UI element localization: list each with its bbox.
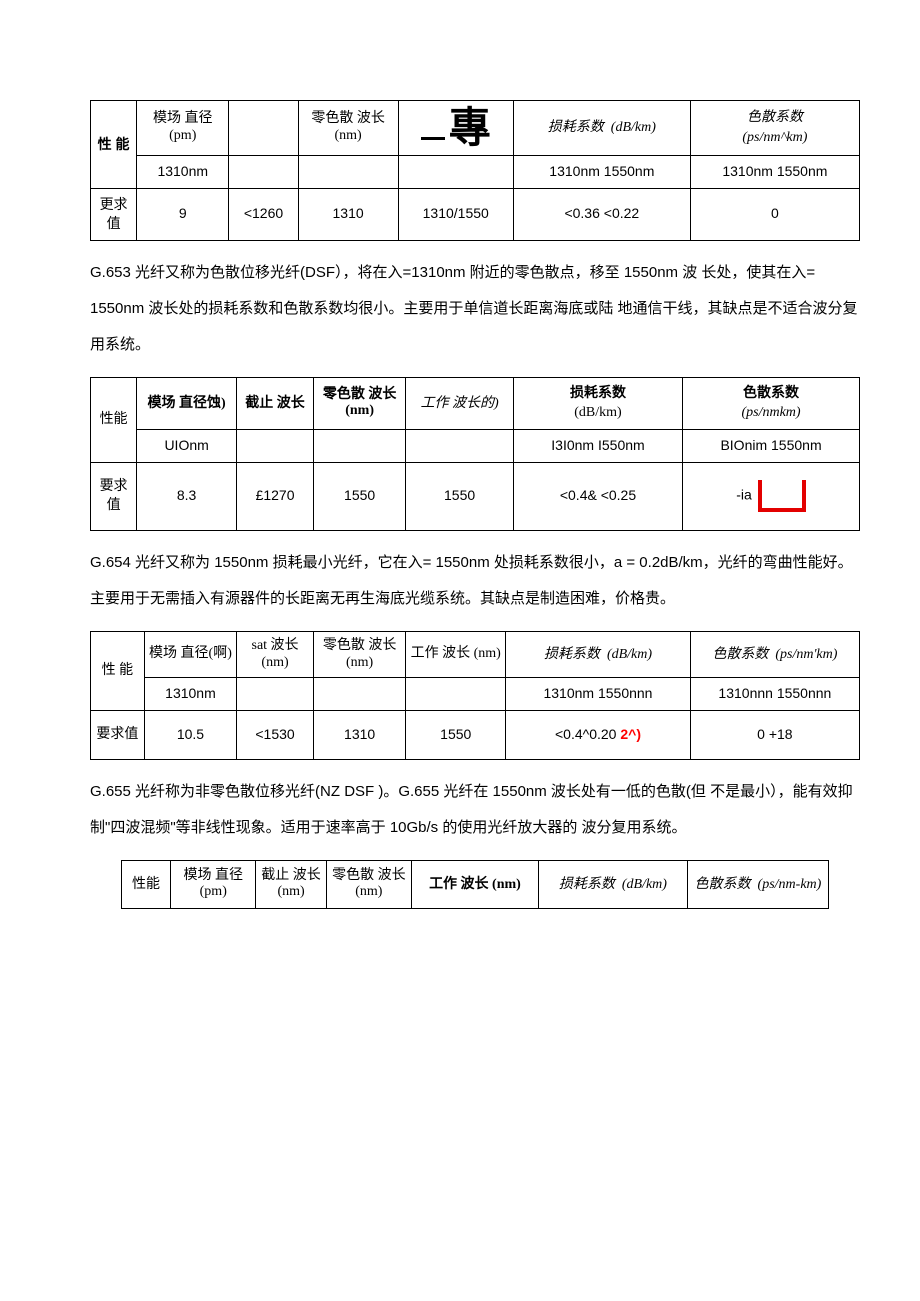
bar-icon	[421, 137, 445, 140]
t1-v-zero: 1310	[298, 188, 398, 240]
t3-mode-header: 模场 直径(啊)	[144, 631, 236, 678]
t1-v-cut: <1260	[229, 188, 298, 240]
t3-v-mode: 10.5	[144, 710, 236, 759]
t2-v-cut: £1270	[237, 462, 314, 530]
t2-work-header: 工作 波长的)	[406, 377, 514, 429]
t1-loss-header: 损耗系数 (dB/km)	[513, 101, 690, 156]
t1-sub-cut	[229, 156, 298, 189]
t4-loss-header: 损耗系数 (dB/km)	[539, 860, 688, 909]
t2-sub-zero	[313, 429, 405, 462]
t3-row-label: 要求值	[91, 710, 145, 759]
t3-cut-header: sat 波长 (nm)	[237, 631, 314, 678]
t2-perf-header: 性能	[91, 377, 137, 462]
t1-sub-zero	[298, 156, 398, 189]
t4-cut-header: 截止 波长 (nm)	[256, 860, 327, 909]
t1-v-loss: <0.36 <0.22	[513, 188, 690, 240]
t2-v-disp: -ia	[683, 462, 860, 530]
t4-perf-header: 性能	[121, 860, 171, 909]
t2-sub-disp: BIOnim 1550nm	[683, 429, 860, 462]
t2-mode-header: 模场 直径蚀)	[137, 377, 237, 429]
t1-sub-mode: 1310nm	[137, 156, 229, 189]
t2-sub-cut	[237, 429, 314, 462]
t1-cut-header	[229, 101, 298, 156]
t3-sub-zero	[313, 678, 405, 711]
t1-v-work: 1310/1550	[398, 188, 513, 240]
t1-v-disp: 0	[690, 188, 859, 240]
t2-cut-header: 截止 波长	[237, 377, 314, 429]
paragraph-g655: G.655 光纤称为非零色散位移光纤(NZ DSF )。G.655 光纤在 15…	[90, 774, 860, 846]
t3-perf-header: 性 能	[91, 631, 145, 710]
t3-disp-header: 色散系数 (ps/nm'km)	[690, 631, 859, 678]
t1-v-mode: 9	[137, 188, 229, 240]
t4-work-header: 工作 波长 (nm)	[411, 860, 538, 909]
table-g652: 性 能 模场 直径 (pm) 零色散 波长 (nm) 專 损耗系数 (dB/km…	[90, 100, 860, 241]
t4-disp-header: 色散系数 (ps/nm-km)	[687, 860, 829, 909]
table-g655: 性能 模场 直径 (pm) 截止 波长 (nm) 零色散 波长 (nm) 工作 …	[121, 860, 829, 910]
t1-zero-header: 零色散 波长 (nm)	[298, 101, 398, 156]
t3-sub-loss: 1310nm 1550nnn	[506, 678, 691, 711]
t2-v-mode: 8.3	[137, 462, 237, 530]
t2-disp-header: 色散系数(ps/nmkm)	[683, 377, 860, 429]
t1-sub-disp: 1310nm 1550nm	[690, 156, 859, 189]
t2-v-work: 1550	[406, 462, 514, 530]
t2-v-loss: <0.4& <0.25	[513, 462, 682, 530]
paragraph-g653: G.653 光纤又称为色散位移光纤(DSF），将在入=1310nm 附近的零色散…	[90, 255, 860, 363]
t2-v-zero: 1550	[313, 462, 405, 530]
t3-work-header: 工作 波长 (nm)	[406, 631, 506, 678]
t2-sub-work	[406, 429, 514, 462]
t1-glyph-cell: 專	[398, 101, 513, 156]
t3-zero-header: 零色散 波长 (nm)	[313, 631, 405, 678]
table-g653: 性能 模场 直径蚀) 截止 波长 零色散 波长 (nm) 工作 波长的) 损耗系…	[90, 377, 860, 531]
t1-row-label: 更求值	[91, 188, 137, 240]
t1-perf-header: 性 能	[91, 101, 137, 189]
t3-v-zero: 1310	[313, 710, 405, 759]
t1-mode-header: 模场 直径 (pm)	[137, 101, 229, 156]
t3-sub-disp: 1310nnn 1550nnn	[690, 678, 859, 711]
t3-sub-work	[406, 678, 506, 711]
t4-zero-header: 零色散 波长 (nm)	[326, 860, 411, 909]
t2-sub-loss: I3I0nm I550nm	[513, 429, 682, 462]
cjk-glyph: 專	[449, 104, 491, 151]
paragraph-g654: G.654 光纤又称为 1550nm 损耗最小光纤，它在入= 1550nm 处损…	[90, 545, 860, 617]
table-g654: 性 能 模场 直径(啊) sat 波长 (nm) 零色散 波长 (nm) 工作 …	[90, 631, 860, 760]
t1-sub-work	[398, 156, 513, 189]
t3-v-cut: <1530	[237, 710, 314, 759]
t3-v-work: 1550	[406, 710, 506, 759]
t3-v-loss: <0.4^0.20 2^)	[506, 710, 691, 759]
red-bracket-icon	[758, 480, 806, 512]
t2-sub-mode: UIOnm	[137, 429, 237, 462]
t3-sub-cut	[237, 678, 314, 711]
t2-row-label: 要求值	[91, 462, 137, 530]
t2-loss-header: 损耗系数(dB/km)	[513, 377, 682, 429]
t3-loss-header: 损耗系数 (dB/km)	[506, 631, 691, 678]
t3-v-disp: 0 +18	[690, 710, 859, 759]
t3-sub-mode: 1310nm	[144, 678, 236, 711]
page: 性 能 模场 直径 (pm) 零色散 波长 (nm) 專 损耗系数 (dB/km…	[0, 0, 920, 989]
t4-mode-header: 模场 直径 (pm)	[171, 860, 256, 909]
t2-zero-header: 零色散 波长 (nm)	[313, 377, 405, 429]
t1-disp-header: 色散系数(ps/nm^km)	[690, 101, 859, 156]
t1-sub-loss: 1310nm 1550nm	[513, 156, 690, 189]
